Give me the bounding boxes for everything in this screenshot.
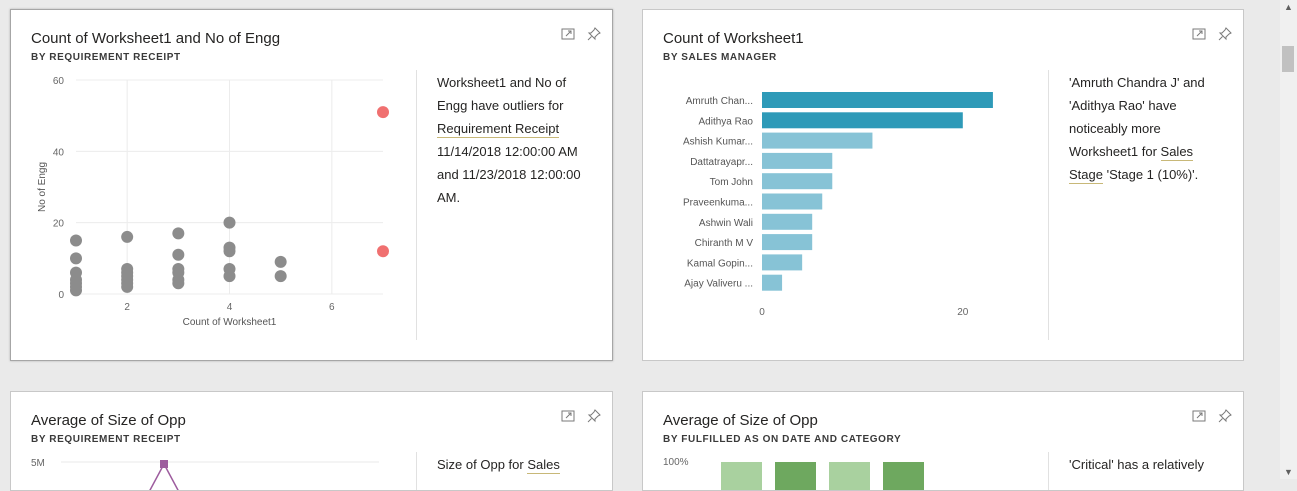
scatter-point: [223, 216, 236, 229]
insight-text: Worksheet1 and No of Engg have outliers …: [437, 71, 597, 209]
card-subtitle: BY REQUIREMENT RECEIPT: [31, 52, 181, 63]
scroll-down-icon[interactable]: ▼: [1284, 467, 1293, 477]
bar-category-label: Kamal Gopin...: [687, 258, 753, 269]
bar: [762, 92, 993, 108]
bar-category-label: Ajay Valiveru ...: [684, 279, 753, 290]
y-tick-label: 60: [53, 76, 65, 87]
scatter-point: [274, 270, 287, 283]
bar: [762, 132, 873, 149]
bar-category-label: Chiranth M V: [695, 238, 754, 249]
bar-chart: Amruth Chan... Adithya Rao Ashish Kumar...…: [683, 92, 993, 318]
card-divider: [1048, 70, 1049, 340]
card-subtitle: BY FULFILLED AS ON DATE AND CATEGORY: [663, 434, 902, 445]
card-title: Average of Size of Opp: [31, 412, 186, 429]
insight-field-link[interactable]: Requirement Receipt: [437, 121, 560, 138]
bar: [762, 152, 833, 169]
card-title: Average of Size of Opp: [663, 412, 818, 429]
scatter-point: [223, 245, 236, 258]
scatter-point: [70, 234, 82, 247]
scatter-outlier-point: [377, 245, 389, 258]
scatter-point: [172, 248, 185, 261]
insight-card-bar[interactable]: Count of Worksheet1 BY SALES MANAGER Amr…: [642, 9, 1244, 361]
insight-card-line[interactable]: Average of Size of Opp BY REQUIREMENT RE…: [10, 391, 613, 491]
vertical-scrollbar[interactable]: ▲ ▼: [1280, 0, 1297, 479]
bar: [762, 112, 963, 129]
insight-text: 'Critical' has a relatively: [1069, 453, 1239, 476]
y-tick-label: 0: [58, 290, 64, 301]
bar-category-label: Adithya Rao: [699, 116, 754, 127]
series-line: [149, 463, 179, 490]
y-tick-label: 100%: [663, 457, 689, 468]
card-subtitle: BY SALES MANAGER: [663, 52, 777, 63]
card-divider: [1048, 452, 1049, 490]
bar: [762, 274, 783, 291]
scatter-point: [223, 270, 236, 283]
column-bar: [829, 462, 870, 490]
card-divider: [416, 452, 417, 490]
focus-mode-icon[interactable]: [1191, 26, 1207, 42]
insight-field-link[interactable]: Sales: [527, 457, 560, 474]
focus-mode-icon[interactable]: [560, 408, 576, 424]
scatter-chart: 0 20 40 60 2 4 6 Count of Worksheet1 No of Engg: [37, 76, 389, 328]
card-subtitle: BY REQUIREMENT RECEIPT: [31, 434, 181, 445]
scroll-up-icon[interactable]: ▲: [1284, 2, 1293, 12]
pin-icon[interactable]: [1217, 408, 1233, 424]
insight-text: 'Amruth Chandra J' and 'Adithya Rao' hav…: [1069, 71, 1229, 186]
insight-card-column[interactable]: Average of Size of Opp BY FULFILLED AS O…: [642, 391, 1244, 491]
insight-text-part: 11/14/2018 12:00:00 AM and 11/23/2018 12…: [437, 144, 581, 205]
bar: [762, 234, 813, 251]
insight-text-part: Size of Opp for: [437, 457, 528, 472]
focus-mode-icon[interactable]: [560, 26, 576, 42]
card-title: Count of Worksheet1 and No of Engg: [31, 30, 281, 47]
insight-field-link[interactable]: Sales Stage: [1069, 144, 1194, 184]
bar: [762, 213, 813, 230]
pin-icon[interactable]: [586, 26, 602, 42]
insight-text-part: 'Amruth Chandra J' and 'Adithya Rao' hav…: [1069, 75, 1205, 159]
y-tick-label: 20: [53, 219, 65, 230]
focus-mode-icon[interactable]: [1191, 408, 1207, 424]
column-bar: [721, 462, 762, 490]
insight-text-part: 'Critical' has a relatively: [1069, 457, 1205, 472]
x-tick-label: 6: [329, 302, 335, 313]
scatter-point: [70, 284, 82, 297]
column-bar: [883, 462, 924, 490]
scatter-point: [121, 280, 134, 293]
bar-category-label: Dattatrayapr...: [690, 157, 753, 168]
x-tick-label: 2: [124, 302, 130, 313]
bar: [762, 254, 803, 271]
x-axis-label: Count of Worksheet1: [183, 317, 277, 328]
y-axis-label: No of Engg: [37, 162, 48, 212]
bar-category-label: Amruth Chan...: [686, 96, 753, 107]
scatter-point: [172, 277, 185, 290]
bar-category-label: Ashwin Wali: [699, 218, 753, 229]
scatter-point: [70, 252, 82, 265]
bar: [762, 193, 823, 210]
insight-text: Size of Opp for Sales: [437, 453, 597, 476]
column-chart: 100%: [663, 457, 924, 490]
insight-card-scatter[interactable]: Count of Worksheet1 and No of Engg BY RE…: [10, 9, 613, 361]
pin-icon[interactable]: [586, 408, 602, 424]
x-tick-label: 0: [759, 307, 765, 318]
y-tick-label: 40: [53, 147, 65, 158]
pin-icon[interactable]: [1217, 26, 1233, 42]
x-tick-label: 20: [957, 307, 969, 318]
x-tick-label: 4: [227, 302, 233, 313]
scatter-point: [274, 255, 287, 268]
insight-text-part: 'Stage 1 (10%)'.: [1102, 167, 1199, 182]
scatter-point: [172, 227, 185, 240]
scroll-thumb[interactable]: [1282, 46, 1294, 72]
data-point: [160, 460, 168, 468]
card-title: Count of Worksheet1: [663, 30, 804, 47]
column-bar: [775, 462, 816, 490]
bar-category-label: Ashish Kumar...: [683, 137, 753, 148]
scatter-outlier-point: [377, 106, 389, 119]
card-divider: [416, 70, 417, 340]
bar-category-label: Tom John: [710, 177, 753, 188]
y-tick-label: 5M: [31, 458, 45, 469]
bar: [762, 173, 833, 190]
bar-category-label: Praveenkuma...: [683, 198, 753, 209]
scatter-point: [121, 230, 134, 243]
insight-text-part: Worksheet1 and No of Engg have outliers …: [437, 75, 567, 113]
line-chart: 5M: [31, 458, 379, 490]
